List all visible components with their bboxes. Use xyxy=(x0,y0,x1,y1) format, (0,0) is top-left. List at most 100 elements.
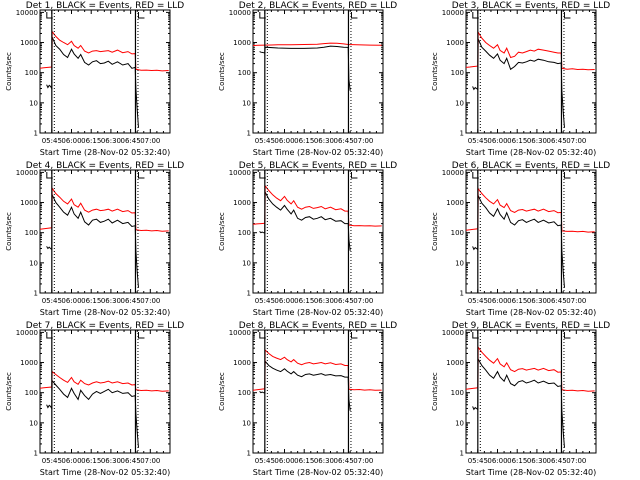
x-axis-label: Start Time (28-Nov-02 05:32:40) xyxy=(253,308,383,317)
y-tick-label: 10000 xyxy=(229,329,251,337)
x-tick-label: 06:00 xyxy=(274,457,294,465)
x-tick-label: 05:45 xyxy=(468,137,488,145)
y-tick-label: 10000 xyxy=(442,169,464,177)
events-series-line xyxy=(46,194,139,288)
panel-1: Det 1, BLACK = Events, RED = LLD Counts/s… xyxy=(5,1,184,157)
y-tick-label: 1 xyxy=(34,130,38,138)
y-tick-label: 10000 xyxy=(16,169,38,177)
plot-frame xyxy=(39,9,171,134)
y-axis-label: Counts/sec xyxy=(5,212,13,251)
x-tick-label: 06:00 xyxy=(61,137,81,145)
panel-title: Det 3, BLACK = Events, RED = LLD xyxy=(452,1,611,11)
marker-bracket xyxy=(259,332,266,339)
x-axis-label: Start Time (28-Nov-02 05:32:40) xyxy=(466,468,596,477)
y-tick-label: 1 xyxy=(247,130,251,138)
x-tick-label: 06:15 xyxy=(81,297,101,305)
x-tick-label: 07:00 xyxy=(353,297,373,305)
lld-series-line xyxy=(39,370,169,392)
y-tick-label: 10000 xyxy=(229,9,251,17)
y-tick-label: 1000 xyxy=(446,39,464,47)
y-tick-label: 10000 xyxy=(16,329,38,337)
x-tick-label: 05:45 xyxy=(42,137,62,145)
x-tick-label: 06:15 xyxy=(81,137,101,145)
x-tick-label: 06:30 xyxy=(101,457,121,465)
plot-frame xyxy=(252,329,384,454)
marker-bracket xyxy=(563,332,571,339)
plot-frame xyxy=(465,169,597,294)
y-tick-label: 1 xyxy=(34,450,38,458)
x-tick-label: 05:45 xyxy=(42,297,62,305)
x-tick-label: 06:00 xyxy=(274,297,294,305)
y-tick-label: 1000 xyxy=(20,39,38,47)
y-axis-label: Counts/sec xyxy=(218,372,226,411)
events-series-line xyxy=(46,379,139,448)
x-tick-label: 06:00 xyxy=(61,457,81,465)
y-tick-label: 100 xyxy=(451,229,464,237)
panel-title: Det 5, BLACK = Events, RED = LLD xyxy=(239,161,398,171)
y-axis-label: Counts/sec xyxy=(218,52,226,91)
panel-6: Det 6, BLACK = Events, RED = LLD Counts/s… xyxy=(431,161,610,317)
lld-series-line xyxy=(39,186,169,232)
y-tick-label: 1000 xyxy=(446,359,464,367)
y-tick-label: 100 xyxy=(238,389,251,397)
lld-series-line xyxy=(252,184,382,227)
x-tick-label: 06:30 xyxy=(314,137,334,145)
y-tick-label: 100 xyxy=(451,69,464,77)
panel-2: Det 2, BLACK = Events, RED = LLD Counts/s… xyxy=(218,1,397,157)
panel-4: Det 4, BLACK = Events, RED = LLD Counts/s… xyxy=(5,161,184,317)
x-tick-label: 06:00 xyxy=(274,137,294,145)
x-tick-label: 06:30 xyxy=(314,297,334,305)
x-tick-label: 06:15 xyxy=(507,297,527,305)
x-tick-label: 06:45 xyxy=(121,457,141,465)
x-tick-label: 07:00 xyxy=(566,137,586,145)
y-tick-label: 100 xyxy=(25,229,38,237)
x-tick-label: 06:45 xyxy=(547,137,567,145)
x-tick-label: 07:00 xyxy=(353,457,373,465)
y-tick-label: 10000 xyxy=(442,329,464,337)
marker-bracket xyxy=(259,12,266,19)
y-tick-label: 10000 xyxy=(229,169,251,177)
x-tick-label: 06:30 xyxy=(101,137,121,145)
x-tick-label: 06:30 xyxy=(527,457,547,465)
events-series-line xyxy=(259,359,351,411)
lld-series-line xyxy=(465,187,595,233)
marker-bracket xyxy=(563,172,571,179)
x-tick-label: 05:45 xyxy=(468,297,488,305)
x-tick-label: 06:00 xyxy=(487,297,507,305)
x-axis-label: Start Time (28-Nov-02 05:32:40) xyxy=(253,468,383,477)
marker-bracket xyxy=(137,12,145,19)
y-axis-label: Counts/sec xyxy=(431,212,439,251)
lld-series-line xyxy=(252,348,382,391)
y-tick-label: 10000 xyxy=(16,9,38,17)
y-tick-label: 10 xyxy=(29,419,38,427)
marker-bracket xyxy=(472,332,479,339)
y-tick-label: 10 xyxy=(455,259,464,267)
x-axis-label: Start Time (28-Nov-02 05:32:40) xyxy=(40,468,170,477)
x-tick-label: 06:15 xyxy=(507,457,527,465)
y-tick-label: 100 xyxy=(25,69,38,77)
marker-bracket xyxy=(472,172,479,179)
panel-9: Det 9, BLACK = Events, RED = LLD Counts/s… xyxy=(431,321,610,477)
panel-title: Det 2, BLACK = Events, RED = LLD xyxy=(239,1,398,11)
panel-title: Det 7, BLACK = Events, RED = LLD xyxy=(26,321,185,331)
x-tick-label: 06:00 xyxy=(61,297,81,305)
y-tick-label: 1 xyxy=(460,290,464,298)
x-tick-label: 06:30 xyxy=(314,457,334,465)
y-tick-label: 100 xyxy=(25,389,38,397)
marker-bracket xyxy=(472,12,479,19)
y-axis-label: Counts/sec xyxy=(431,52,439,91)
plot-frame xyxy=(252,169,384,294)
panel-5: Det 5, BLACK = Events, RED = LLD Counts/s… xyxy=(218,161,397,317)
x-tick-label: 06:45 xyxy=(334,457,354,465)
x-tick-label: 06:30 xyxy=(527,297,547,305)
plot-frame xyxy=(465,9,597,134)
plot-frame xyxy=(39,329,171,454)
x-tick-label: 06:15 xyxy=(294,137,314,145)
panel-3: Det 3, BLACK = Events, RED = LLD Counts/s… xyxy=(431,1,610,157)
lld-series-line xyxy=(465,30,595,71)
lld-series-line xyxy=(39,30,169,72)
y-axis-label: Counts/sec xyxy=(431,372,439,411)
x-tick-label: 06:30 xyxy=(527,137,547,145)
x-axis-label: Start Time (28-Nov-02 05:32:40) xyxy=(253,148,383,157)
y-tick-label: 10 xyxy=(455,419,464,427)
